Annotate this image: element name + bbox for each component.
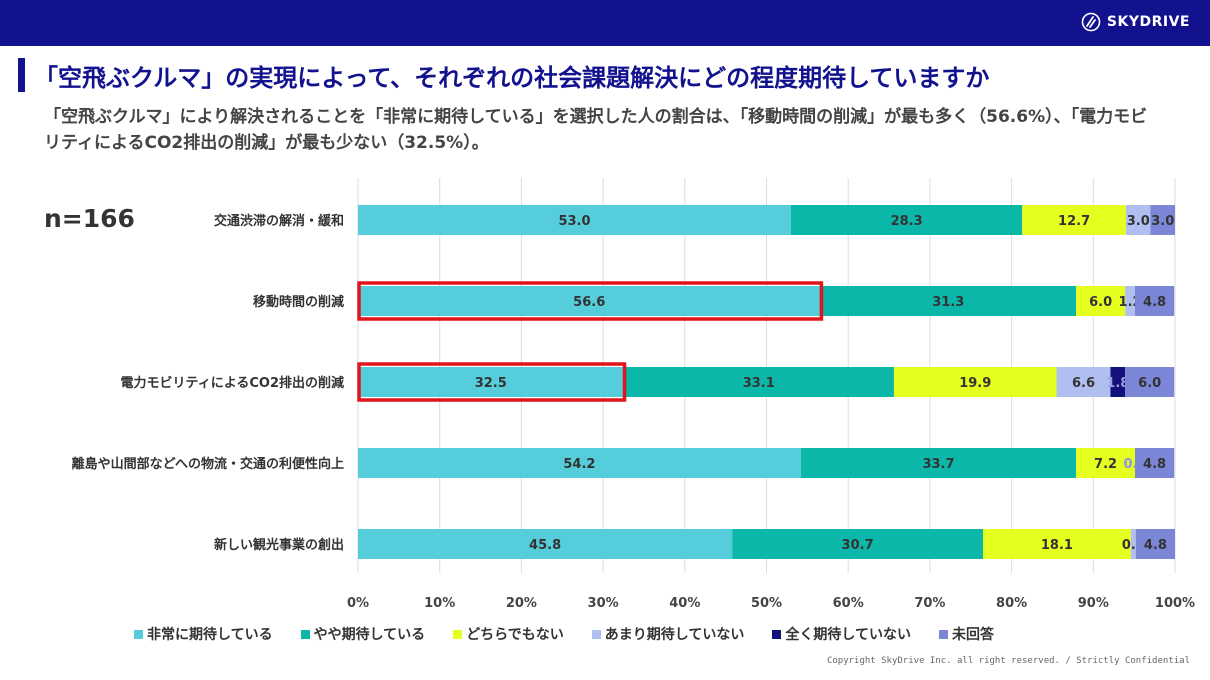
x-tick-label: 70% (914, 596, 945, 611)
legend-label: 非常に期待している (147, 627, 273, 643)
bar-segment (1076, 286, 1126, 316)
data-label: 18.1 (1041, 538, 1073, 553)
legend-label: あまり期待していない (604, 627, 745, 643)
brand-name: SKYDRIVE (1106, 14, 1190, 30)
title-accent-bar (18, 58, 25, 92)
data-label: 53.0 (558, 214, 590, 229)
bar-segment (732, 529, 984, 559)
x-tick-label: 90% (1078, 596, 1109, 611)
data-label: 32.5 (475, 376, 507, 391)
copyright-notice: Copyright SkyDrive Inc. all right reserv… (826, 656, 1190, 666)
legend-item: 全く期待していない (772, 624, 911, 644)
bar-segment (1150, 205, 1175, 235)
bar-segment (1134, 448, 1175, 478)
bar-segment (1125, 286, 1135, 316)
legend-label: どちらでもない (466, 627, 564, 643)
highlight-box (357, 362, 627, 402)
data-label: 3.0 (1151, 214, 1174, 229)
legend-swatch (453, 629, 463, 639)
data-label: 45.8 (529, 538, 561, 553)
legend-label: やや期待している (313, 627, 426, 643)
category-label: 移動時間の削減 (253, 294, 344, 310)
data-label: 4.8 (1143, 457, 1166, 472)
data-label: 3.0 (1127, 214, 1150, 229)
bar-segment (1056, 367, 1111, 397)
highlight-box (357, 281, 824, 321)
bar-segment (800, 448, 1077, 478)
bar-segment (1125, 205, 1151, 235)
bar-segment (1134, 286, 1175, 316)
bar-segment (893, 367, 1057, 397)
data-label: 19.9 (959, 376, 991, 391)
stacked-bar-chart: 0% 10% 20% 30% 40% 50% 60% 70% 80% 90% 100% 交通渋滞の解消… (72, 178, 1195, 611)
x-tick-label: 60% (833, 596, 864, 611)
skydrive-logo-icon (1081, 12, 1101, 32)
legend-swatch (591, 629, 601, 639)
x-tick-label: 20% (506, 596, 537, 611)
data-label: 31.3 (932, 295, 964, 310)
data-label: 6.0 (1138, 376, 1161, 391)
x-tick-label: 0% (347, 596, 369, 611)
legend-label: 未回答 (951, 627, 994, 643)
sample-size: n=166 (44, 204, 135, 233)
bar-segment (358, 448, 801, 478)
legend-item: 非常に期待している (134, 624, 273, 644)
bar-segment (623, 367, 894, 397)
top-bar: SKYDRIVE (0, 0, 1210, 46)
bar-segment (1125, 367, 1175, 397)
bar-segment (1022, 205, 1126, 235)
x-tick-label: 80% (996, 596, 1027, 611)
category-label: 新しい観光事業の創出 (214, 537, 344, 553)
chart-legend: 非常に期待している やや期待している どちらでもない あまり期待していない 全く期待して… (134, 624, 994, 644)
x-tick-label: 30% (588, 596, 619, 611)
page-subtitle: 「空飛ぶクルマ」により解決されることを「非常に期待している」を選択した人の割合は… (44, 107, 1148, 153)
legend-item: やや期待している (300, 624, 426, 644)
bar-segment (983, 529, 1131, 559)
page-title: 「空飛ぶクルマ」の実現によって、それぞれの社会課題解決にどの程度期待していますか (34, 64, 990, 92)
legend-item: 未回答 (938, 624, 994, 644)
legend-item: あまり期待していない (591, 624, 745, 644)
data-label: 7.2 (1094, 457, 1117, 472)
bar-segment (1110, 367, 1126, 397)
data-label: 30.7 (842, 538, 874, 553)
category-label: 交通渋滞の解消・緩和 (214, 213, 344, 229)
data-label: 1.8 (1106, 376, 1129, 391)
data-label: 28.3 (891, 214, 923, 229)
legend-item: どちらでもない (453, 624, 564, 644)
legend-swatch (772, 629, 782, 639)
legend-swatch (134, 629, 143, 639)
bar-segment (358, 529, 733, 559)
data-label: 6.6 (1072, 376, 1095, 391)
data-label: 4.8 (1143, 295, 1166, 310)
data-label: 56.6 (573, 295, 605, 310)
bar-segment (791, 205, 1023, 235)
bar-segment (358, 205, 792, 235)
x-tick-label: 50% (751, 596, 782, 611)
bar-segment (820, 286, 1077, 316)
legend-swatch (300, 629, 310, 639)
x-tick-label: 100% (1155, 596, 1195, 611)
legend-swatch (938, 629, 948, 639)
data-label: 33.1 (743, 376, 775, 391)
data-label: 12.7 (1058, 214, 1090, 229)
bar-segment (1076, 448, 1135, 478)
bar-segment (1135, 529, 1175, 559)
x-tick-label: 10% (424, 596, 455, 611)
bar-segment (358, 367, 624, 397)
category-label: 離島や山間部などへの物流・交通の利便性向上 (72, 456, 344, 472)
bar-segment (358, 286, 821, 316)
data-label: 33.7 (922, 457, 954, 472)
category-label: 電力モビリティによるCO2排出の削減 (121, 375, 344, 391)
bar-segment (1130, 529, 1136, 559)
brand-logo: SKYDRIVE (1081, 12, 1190, 32)
legend-label: 全く期待していない (785, 627, 911, 643)
data-label: 6.0 (1089, 295, 1112, 310)
data-label: 4.8 (1144, 538, 1167, 553)
data-label: 54.2 (563, 457, 595, 472)
x-tick-label: 40% (669, 596, 700, 611)
